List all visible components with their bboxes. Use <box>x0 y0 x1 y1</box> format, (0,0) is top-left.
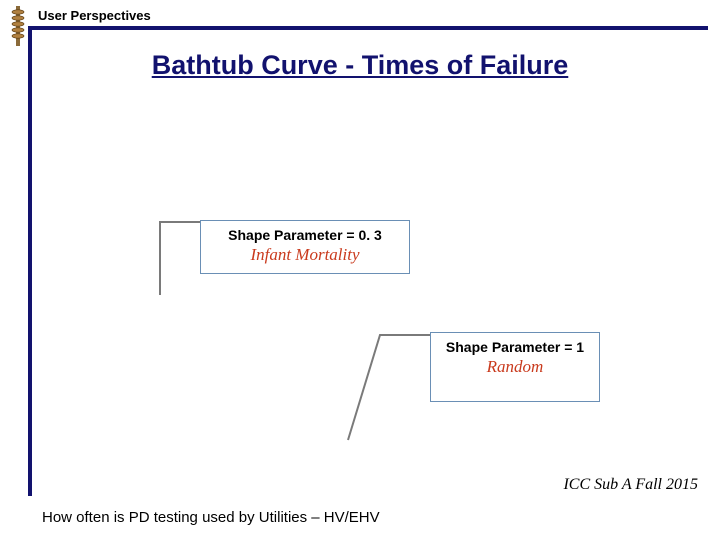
callout-box-random: Shape Parameter = 1 Random <box>430 332 600 402</box>
slide-root: User Perspectives Bathtub Curve - Times … <box>0 0 720 540</box>
callout-leader-2-line <box>348 335 430 440</box>
footer-right: ICC Sub A Fall 2015 <box>563 476 698 494</box>
callout-param-2: Shape Parameter = 1 <box>441 339 589 355</box>
footer-left: How often is PD testing used by Utilitie… <box>42 509 380 526</box>
callout-leader-2 <box>0 0 720 540</box>
callout-phase-2: Random <box>441 357 589 377</box>
